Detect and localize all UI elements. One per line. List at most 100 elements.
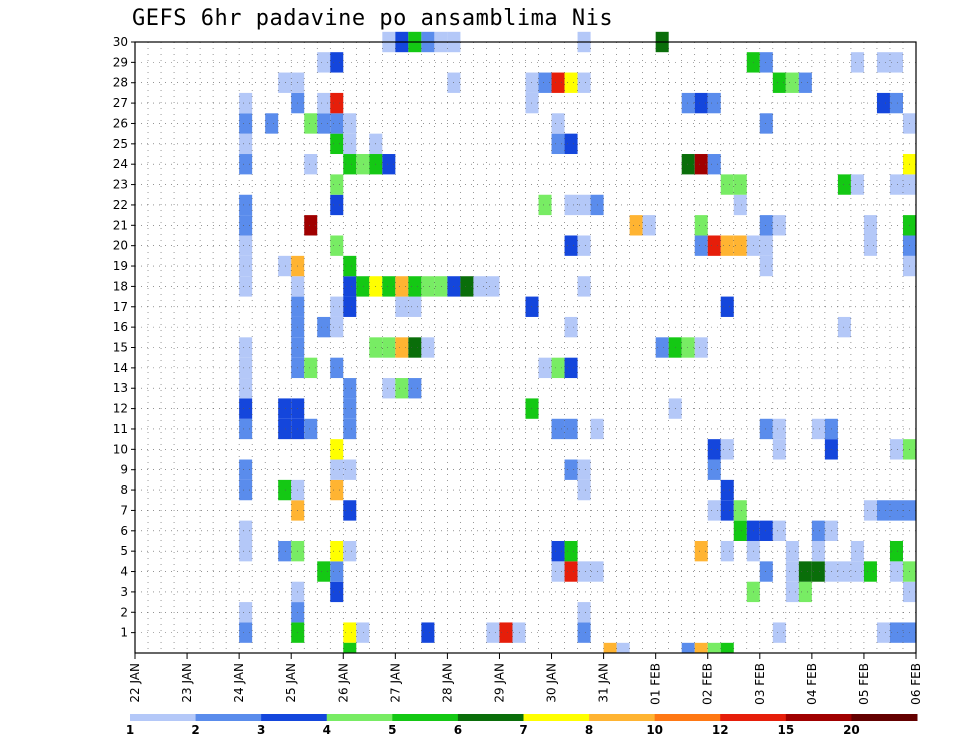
x-tick-label: 04 FEB xyxy=(805,663,819,705)
heatmap-cell xyxy=(330,235,344,256)
heatmap-cell xyxy=(421,276,435,297)
heatmap-cell xyxy=(707,459,721,480)
x-tick-label: 29 JAN xyxy=(492,663,506,703)
heatmap-cell xyxy=(772,622,786,643)
heatmap-cell xyxy=(512,622,526,643)
y-tick-label: 16 xyxy=(113,320,128,334)
heatmap-cell xyxy=(707,235,721,256)
colorbar-segment xyxy=(130,714,197,721)
heatmap-cell xyxy=(694,92,708,114)
heatmap-cell xyxy=(707,92,721,114)
heatmap-cell xyxy=(408,337,422,358)
y-tick-label: 7 xyxy=(120,503,128,517)
colorbar-segment xyxy=(851,714,918,721)
y-tick-label: 24 xyxy=(113,157,128,171)
heatmap-cell xyxy=(811,561,825,582)
colorbar-segment xyxy=(195,714,262,721)
heatmap-cell xyxy=(564,235,578,256)
y-tick-label: 30 xyxy=(113,35,128,49)
colorbar-segment xyxy=(457,714,524,721)
heatmap-cell xyxy=(382,154,396,175)
heatmap-cell xyxy=(421,337,435,358)
heatmap-cell xyxy=(395,296,409,317)
y-tick-label: 8 xyxy=(120,483,128,497)
heatmap-cell xyxy=(486,276,500,297)
heatmap-cell xyxy=(538,357,552,379)
heatmap-cell xyxy=(759,215,773,236)
colorbar-segment xyxy=(589,714,656,721)
heatmap-cell xyxy=(551,561,565,582)
colorbar-label: 8 xyxy=(585,723,593,737)
colorbar-label: 6 xyxy=(454,723,462,737)
heatmap-cell xyxy=(239,459,253,480)
heatmap-cell xyxy=(551,540,565,562)
heatmap-cell xyxy=(577,561,591,582)
heatmap-cell xyxy=(720,174,734,195)
heatmap-cell xyxy=(382,276,396,297)
heatmap-cell xyxy=(317,316,331,338)
heatmap-cell xyxy=(642,215,656,236)
heatmap-cell xyxy=(551,357,565,379)
heatmap-cell xyxy=(785,72,799,93)
colorbar-label: 20 xyxy=(843,723,860,737)
colorbar-label: 7 xyxy=(519,723,527,737)
heatmap-cell xyxy=(694,235,708,256)
heatmap-cell xyxy=(551,113,565,134)
heatmap-cell xyxy=(889,92,903,114)
x-axis-ticks: 22 JAN 23 JAN 24 JAN 25 JAN 26 JAN 27 JAN 28 J… xyxy=(128,653,923,705)
y-tick-label: 5 xyxy=(120,544,128,558)
heatmap-cell xyxy=(239,378,253,399)
heatmap-cell xyxy=(317,113,331,134)
y-tick-label: 27 xyxy=(113,96,128,110)
y-tick-label: 25 xyxy=(113,137,128,151)
heatmap-cell xyxy=(343,622,357,643)
heatmap-cell xyxy=(850,561,864,582)
heatmap-cell xyxy=(772,72,786,93)
heatmap-cell xyxy=(343,378,357,399)
x-tick-label: 06 FEB xyxy=(909,663,923,705)
heatmap-cell xyxy=(694,154,708,175)
heatmap-cell xyxy=(330,174,344,195)
grid-lines xyxy=(135,41,916,653)
x-tick-label: 03 FEB xyxy=(753,663,767,705)
heatmap-cell xyxy=(343,398,357,419)
heatmap-cell xyxy=(343,276,357,297)
heatmap-cell xyxy=(681,337,695,358)
colorbar-segment xyxy=(785,714,852,721)
heatmap-cell xyxy=(330,459,344,480)
heatmap-cell xyxy=(564,357,578,379)
heatmap-cell xyxy=(343,296,357,317)
heatmap-cell xyxy=(265,113,279,134)
heatmap-cell xyxy=(759,418,773,440)
heatmap-cell xyxy=(720,540,734,562)
heatmap-cell xyxy=(239,255,253,277)
heatmap-cell xyxy=(863,215,877,236)
heatmap-cell xyxy=(876,622,890,643)
heatmap-cell xyxy=(395,378,409,399)
y-axis-ticks: 1234567891011121314151617181920212223242… xyxy=(113,35,135,640)
heatmap-cell xyxy=(278,540,292,562)
heatmap-cell xyxy=(330,439,344,460)
colorbar-label: 1 xyxy=(126,723,134,737)
y-tick-label: 28 xyxy=(113,76,128,90)
heatmap-cell xyxy=(759,113,773,134)
heatmap-cell xyxy=(343,540,357,562)
y-tick-label: 4 xyxy=(120,565,128,579)
heatmap-cell xyxy=(330,92,344,114)
y-tick-label: 6 xyxy=(120,524,128,538)
heatmap-cell xyxy=(577,459,591,480)
heatmap-cell xyxy=(382,378,396,399)
heatmap-cell xyxy=(356,276,370,297)
heatmap-cell xyxy=(239,357,253,379)
heatmap-cell xyxy=(304,154,318,175)
heatmap-cell xyxy=(603,642,617,653)
heatmap-cell xyxy=(343,642,357,653)
y-tick-label: 29 xyxy=(113,55,128,69)
heatmap-cell xyxy=(330,296,344,317)
heatmap-cell xyxy=(759,561,773,582)
heatmap-cell xyxy=(356,154,370,175)
heatmap-cell xyxy=(863,500,877,521)
heatmap-cell xyxy=(889,561,903,582)
colorbar-label: 4 xyxy=(323,723,331,737)
